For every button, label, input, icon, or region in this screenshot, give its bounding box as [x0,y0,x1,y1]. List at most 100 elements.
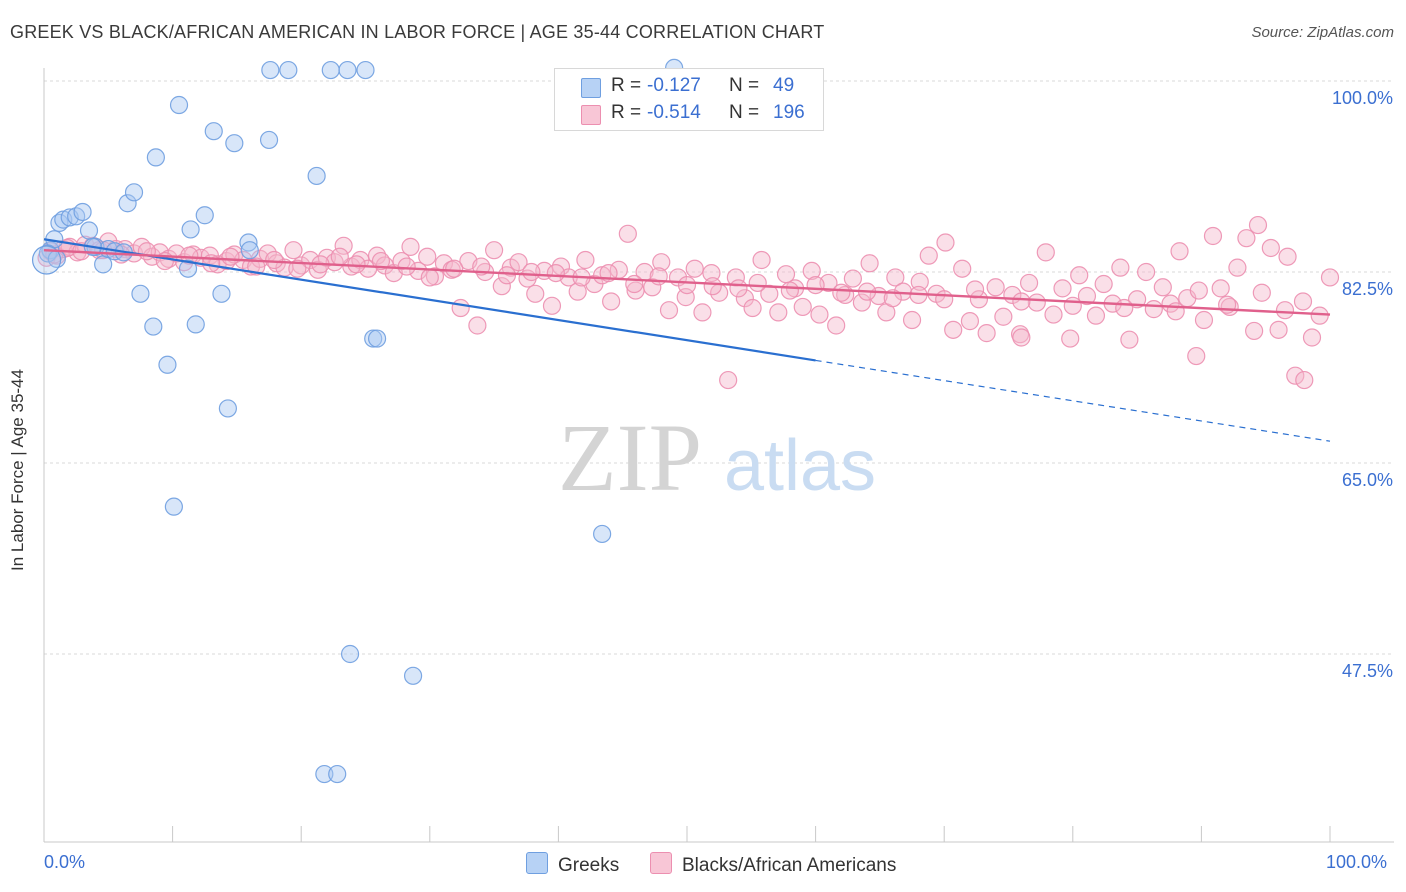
black-point [576,250,595,270]
legend-n-label: N = [729,102,760,123]
black-point [492,277,511,296]
black-point [1144,300,1163,319]
black-trend-line [43,248,1331,316]
y-axis-label: In Labor Force | Age 35-44 [8,369,27,571]
black-point [919,246,938,265]
black-point [371,251,391,271]
black-point [702,263,721,283]
black-point [1115,298,1134,318]
black-point [994,307,1013,326]
black-point [769,303,788,322]
series-legend: Greeks Blacks/African Americans [0,852,1406,878]
y-tick-labels: 47.5% 65.0% 82.5% 100.0% [1332,88,1393,681]
greek-point [321,60,340,80]
greek-point [169,95,189,115]
greek-point [338,60,357,80]
watermark-zip: ZIP [558,404,702,511]
black-point [703,277,722,296]
greek-point [79,221,99,240]
black-point [936,233,955,252]
chart-title: GREEK VS BLACK/AFRICAN AMERICAN IN LABOR… [10,22,825,42]
black-point [546,263,565,283]
black-point [1245,321,1264,341]
black-point [780,281,799,300]
black-point [485,241,504,260]
black-point [1286,366,1305,385]
black-point [1012,328,1031,347]
greek-trend-solid [43,238,816,362]
black-point [1120,330,1139,349]
black-point [1063,296,1082,315]
greek-point [364,329,383,348]
greek-point [164,497,183,516]
black-point [1189,281,1208,300]
black-point [221,247,240,266]
black-point [1310,306,1329,325]
watermark: ZIP atlas [558,404,876,511]
legend-swatch-greeks [526,852,548,874]
black-point [1203,226,1223,246]
greek-point [315,764,334,784]
black-point [445,259,464,278]
black-point [420,268,439,287]
black-point [1012,292,1031,311]
black-point [752,250,771,270]
black-point [542,296,562,315]
black-point [969,290,989,309]
black-point [1237,229,1256,248]
y-tick-label-0: 47.5% [1342,661,1393,681]
greek-point [178,259,198,278]
legend-r-label: R = [611,75,642,96]
greek-point [158,355,177,374]
greek-point-large [31,245,62,275]
legend-r-value: -0.127 [647,75,701,96]
series-black-points [37,215,1340,390]
black-point [1248,215,1268,235]
legend-n-value: 196 [773,102,805,123]
y-tick-label-2: 82.5% [1342,279,1393,299]
black-point [1086,306,1106,325]
black-point [793,297,812,317]
greek-point [261,60,280,80]
black-point [1269,320,1288,339]
black-point [509,253,528,272]
black-point [625,274,644,294]
black-point [1261,238,1280,258]
black-point [392,251,411,271]
black-point [1044,305,1063,324]
black-point [843,269,862,288]
black-point [325,253,344,272]
black-point [1187,346,1206,366]
greek-point [118,194,137,213]
watermark-atlas: atlas [724,426,876,506]
black-point [693,303,712,322]
black-point [953,259,972,278]
black-point [652,253,671,272]
greek-point [279,60,298,80]
black-point [180,246,199,265]
black-point [659,301,679,320]
black-point [960,312,980,331]
black-point [1170,242,1189,261]
black-point [1070,266,1089,285]
black-point [852,293,871,312]
black-point [748,273,767,293]
legend-item-blacks: Blacks/African Americans [650,852,896,878]
black-point [729,279,748,298]
greek-point [367,329,387,348]
black-point [1194,310,1214,330]
greek-trend-dashed [815,359,1331,442]
legend-item-greeks: Greeks [526,852,619,878]
black-point [497,266,517,285]
axes [43,68,1394,843]
black-point [602,292,621,311]
black-point [618,224,637,243]
black-point [643,278,662,297]
black-point [827,316,846,335]
black-point [935,290,954,309]
black-point [832,283,851,302]
legend-label-blacks: Blacks/African Americans [682,855,897,876]
black-point [397,257,416,276]
black-point [685,259,704,278]
